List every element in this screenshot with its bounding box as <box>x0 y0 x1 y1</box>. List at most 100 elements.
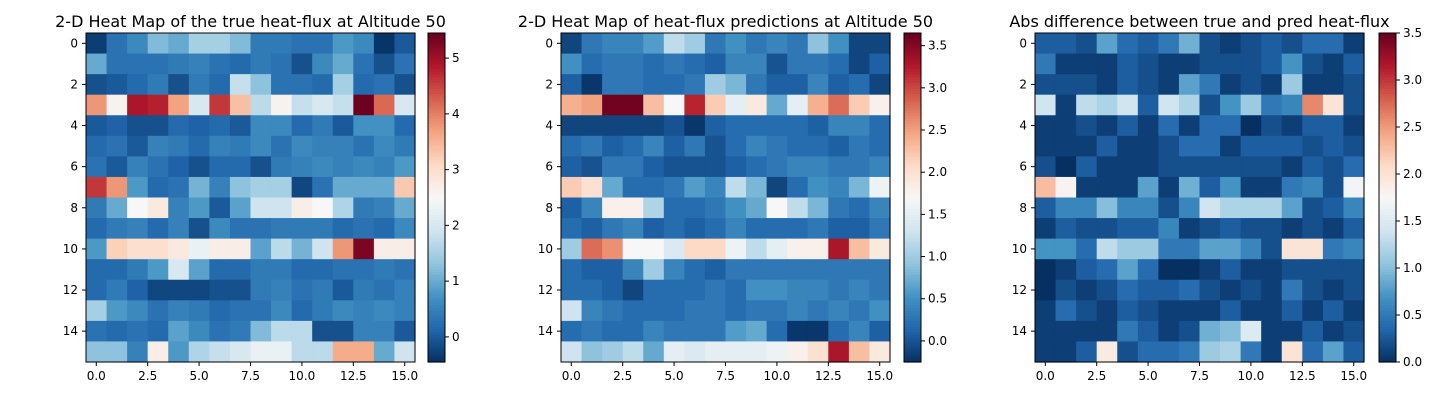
heatmap-cell <box>373 33 396 55</box>
heatmap-cell <box>209 94 231 116</box>
heatmap-cell <box>1178 74 1201 96</box>
heatmap-cell <box>1137 238 1159 260</box>
heatmap-cell <box>622 341 644 363</box>
heatmap-cell <box>1302 135 1324 157</box>
heatmap-cell <box>209 218 231 240</box>
heatmap-cell <box>106 115 128 137</box>
heatmap-cell <box>807 176 829 199</box>
y-tick-label: 10 <box>538 242 553 256</box>
heatmap-cell <box>147 115 169 137</box>
heatmap-cell <box>271 156 293 178</box>
colorbar-tick-label: 3.5 <box>1403 26 1422 40</box>
heatmap-cell <box>373 115 396 137</box>
heatmap-cell <box>1240 74 1262 96</box>
heatmap-cell <box>766 33 788 55</box>
heatmap-cell <box>1281 320 1303 343</box>
colorbar-segment <box>428 197 445 201</box>
colorbar-segment <box>1379 216 1396 221</box>
colorbar-segment <box>428 337 445 341</box>
heatmap-cell <box>1178 197 1201 219</box>
colorbar-segment <box>428 296 445 300</box>
heatmap-cell <box>602 94 624 116</box>
colorbar-segment <box>904 315 921 319</box>
colorbar-segment <box>428 359 445 363</box>
heatmap-cell <box>828 218 850 240</box>
colorbar-segment <box>1379 101 1396 105</box>
heatmap-cell <box>602 53 624 75</box>
colorbar-segment <box>1379 41 1396 45</box>
heatmap-cell <box>106 238 128 260</box>
heatmap-cell <box>1220 197 1242 219</box>
colorbar-segment <box>1379 271 1396 275</box>
heatmap-cell <box>1035 53 1057 75</box>
colorbar-segment <box>1379 257 1396 262</box>
heatmap-cell <box>787 33 809 55</box>
heatmap-cell <box>147 53 169 75</box>
heatmap-cell <box>828 300 850 322</box>
colorbar-segment <box>1379 309 1396 314</box>
heatmap-cell <box>229 115 252 137</box>
heatmap-cell <box>86 156 108 178</box>
colorbar-tick-label: 2 <box>452 218 460 232</box>
heatmap-cell <box>1302 238 1324 260</box>
heatmap-cell <box>1343 74 1365 96</box>
colorbar-tick-label: 4 <box>452 107 460 121</box>
colorbar-segment <box>428 293 445 297</box>
colorbar-segment <box>1379 219 1396 223</box>
colorbar-segment <box>1379 181 1396 185</box>
heatmap-cell <box>1178 259 1201 281</box>
heatmap-cell <box>229 300 252 322</box>
heatmap-cell <box>394 320 416 343</box>
heatmap-cell <box>353 279 375 301</box>
heatmap-cell <box>1281 115 1303 137</box>
heatmap-cell <box>188 218 210 240</box>
colorbar-segment <box>1379 348 1396 352</box>
heatmap-cell <box>209 341 231 363</box>
colorbar-segment <box>904 117 921 122</box>
heatmap-cell <box>1302 279 1324 301</box>
colorbar-segment <box>1379 266 1396 270</box>
colorbar-segment <box>428 342 445 347</box>
heatmap-cell <box>209 33 231 55</box>
heatmap-cell <box>127 197 149 219</box>
heatmap-cell <box>188 279 210 301</box>
heatmap-cell <box>353 94 375 116</box>
heatmap-cell <box>622 300 644 322</box>
colorbar-segment <box>904 353 921 358</box>
colorbar-segment <box>428 318 445 322</box>
heatmap-cell <box>1096 279 1118 301</box>
heatmap-cell <box>1055 300 1077 322</box>
heatmap-cell <box>147 156 169 178</box>
heatmap-cell <box>869 218 891 240</box>
colorbar-segment <box>428 315 445 319</box>
heatmap-cell <box>332 300 354 322</box>
heatmap-cell <box>1343 135 1365 157</box>
heatmap-cell <box>86 341 108 363</box>
heatmap-cell <box>828 115 850 137</box>
heatmap-cell <box>373 238 396 260</box>
heatmap-cell <box>704 300 727 322</box>
heatmap-cell <box>209 53 231 75</box>
heatmap-cell <box>1281 135 1303 157</box>
heatmap-cell <box>1302 115 1324 137</box>
heatmap-cell <box>1302 197 1324 219</box>
colorbar-segment <box>428 115 445 119</box>
heatmap-cell <box>643 259 665 281</box>
colorbar-segment <box>1379 150 1396 155</box>
heatmap-cell <box>332 197 354 219</box>
colorbar-segment <box>904 159 921 163</box>
colorbar-segment <box>428 145 445 149</box>
colorbar-tick-label: 0.5 <box>1403 308 1422 322</box>
heatmap-cell <box>746 341 768 363</box>
colorbar-segment <box>904 249 921 253</box>
colorbar-segment <box>1379 170 1396 174</box>
colorbar-segment <box>904 222 921 226</box>
heatmap-cell <box>1096 33 1118 55</box>
heatmap-cell <box>1076 320 1098 343</box>
heatmap-cell <box>848 218 871 240</box>
x-tick-label: 0.0 <box>562 369 581 383</box>
heatmap-cell <box>86 197 108 219</box>
heatmap-cell <box>1220 135 1242 157</box>
heatmap-cell <box>394 135 416 157</box>
colorbar-segment <box>428 153 445 157</box>
